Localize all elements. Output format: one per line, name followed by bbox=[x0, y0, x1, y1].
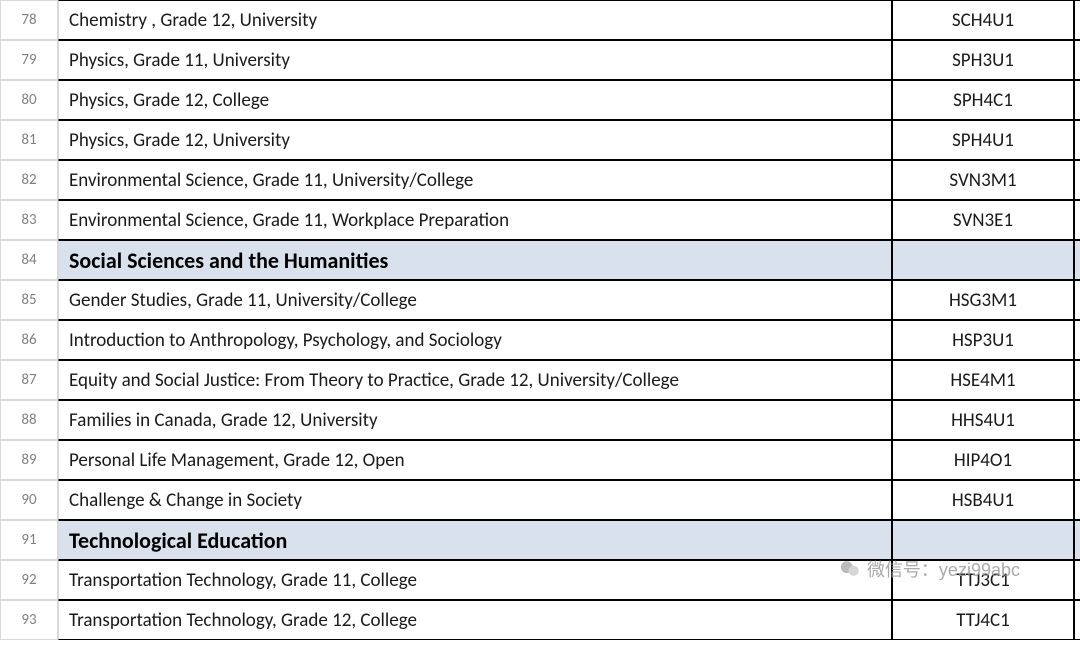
row-number: 79 bbox=[0, 40, 58, 80]
course-code-cell: SPH4U1 bbox=[892, 120, 1074, 160]
row-number: 90 bbox=[0, 480, 58, 520]
table-row: 85 Gender Studies, Grade 11, University/… bbox=[0, 280, 1080, 320]
course-name-cell: Families in Canada, Grade 12, University bbox=[58, 400, 892, 440]
row-number: 78 bbox=[0, 0, 58, 40]
table-row: 80 Physics, Grade 12, College SPH4C1 bbox=[0, 80, 1080, 120]
course-code-cell bbox=[892, 240, 1074, 280]
table-row: 82 Environmental Science, Grade 11, Univ… bbox=[0, 160, 1080, 200]
row-stub bbox=[1074, 80, 1080, 120]
course-code-cell: SVN3E1 bbox=[892, 200, 1074, 240]
row-stub bbox=[1074, 360, 1080, 400]
course-code-cell bbox=[892, 520, 1074, 560]
course-name-cell: Physics, Grade 12, College bbox=[58, 80, 892, 120]
table-row: 92 Transportation Technology, Grade 11, … bbox=[0, 560, 1080, 600]
course-name-cell: Chemistry , Grade 12, University bbox=[58, 0, 892, 40]
row-stub bbox=[1074, 440, 1080, 480]
course-code-cell: SPH4C1 bbox=[892, 80, 1074, 120]
course-name-cell: Transportation Technology, Grade 11, Col… bbox=[58, 560, 892, 600]
row-number: 84 bbox=[0, 240, 58, 280]
row-stub bbox=[1074, 200, 1080, 240]
table-row: 79 Physics, Grade 11, University SPH3U1 bbox=[0, 40, 1080, 80]
course-code-cell: HIP4O1 bbox=[892, 440, 1074, 480]
row-number: 93 bbox=[0, 600, 58, 640]
row-number: 89 bbox=[0, 440, 58, 480]
section-title: Social Sciences and the Humanities bbox=[58, 240, 892, 280]
table-row: 93 Transportation Technology, Grade 12, … bbox=[0, 600, 1080, 640]
course-name-cell: Personal Life Management, Grade 12, Open bbox=[58, 440, 892, 480]
row-number: 91 bbox=[0, 520, 58, 560]
section-header-row: 84 Social Sciences and the Humanities bbox=[0, 240, 1080, 280]
row-number: 88 bbox=[0, 400, 58, 440]
course-code-cell: HSP3U1 bbox=[892, 320, 1074, 360]
course-name-cell: Environmental Science, Grade 11, Univers… bbox=[58, 160, 892, 200]
row-stub bbox=[1074, 320, 1080, 360]
course-name-cell: Challenge & Change in Society bbox=[58, 480, 892, 520]
table-row: 83 Environmental Science, Grade 11, Work… bbox=[0, 200, 1080, 240]
course-code-cell: SCH4U1 bbox=[892, 0, 1074, 40]
row-number: 80 bbox=[0, 80, 58, 120]
course-name-cell: Environmental Science, Grade 11, Workpla… bbox=[58, 200, 892, 240]
course-table: 78 Chemistry , Grade 12, University SCH4… bbox=[0, 0, 1080, 640]
course-name-cell: Introduction to Anthropology, Psychology… bbox=[58, 320, 892, 360]
course-name-cell: Equity and Social Justice: From Theory t… bbox=[58, 360, 892, 400]
course-name-cell: Transportation Technology, Grade 12, Col… bbox=[58, 600, 892, 640]
row-number: 86 bbox=[0, 320, 58, 360]
table-row: 81 Physics, Grade 12, University SPH4U1 bbox=[0, 120, 1080, 160]
row-stub bbox=[1074, 520, 1080, 560]
table-row: 87 Equity and Social Justice: From Theor… bbox=[0, 360, 1080, 400]
course-code-cell: HSE4M1 bbox=[892, 360, 1074, 400]
row-number: 85 bbox=[0, 280, 58, 320]
section-title: Technological Education bbox=[58, 520, 892, 560]
course-code-cell: TTJ4C1 bbox=[892, 600, 1074, 640]
row-stub bbox=[1074, 280, 1080, 320]
row-stub bbox=[1074, 560, 1080, 600]
row-number: 87 bbox=[0, 360, 58, 400]
row-stub bbox=[1074, 120, 1080, 160]
row-stub bbox=[1074, 0, 1080, 40]
course-name-cell: Gender Studies, Grade 11, University/Col… bbox=[58, 280, 892, 320]
table-row: 86 Introduction to Anthropology, Psychol… bbox=[0, 320, 1080, 360]
row-stub bbox=[1074, 480, 1080, 520]
course-code-cell: HHS4U1 bbox=[892, 400, 1074, 440]
section-header-row: 91 Technological Education bbox=[0, 520, 1080, 560]
course-name-cell: Physics, Grade 11, University bbox=[58, 40, 892, 80]
course-code-cell: HSG3M1 bbox=[892, 280, 1074, 320]
row-stub bbox=[1074, 240, 1080, 280]
course-code-cell: SPH3U1 bbox=[892, 40, 1074, 80]
row-number: 83 bbox=[0, 200, 58, 240]
table-row: 88 Families in Canada, Grade 12, Univers… bbox=[0, 400, 1080, 440]
row-stub bbox=[1074, 600, 1080, 640]
row-stub bbox=[1074, 400, 1080, 440]
row-number: 81 bbox=[0, 120, 58, 160]
row-number: 92 bbox=[0, 560, 58, 600]
table-row: 90 Challenge & Change in Society HSB4U1 bbox=[0, 480, 1080, 520]
row-number: 82 bbox=[0, 160, 58, 200]
table-row: 78 Chemistry , Grade 12, University SCH4… bbox=[0, 0, 1080, 40]
row-stub bbox=[1074, 160, 1080, 200]
course-name-cell: Physics, Grade 12, University bbox=[58, 120, 892, 160]
course-code-cell: SVN3M1 bbox=[892, 160, 1074, 200]
row-stub bbox=[1074, 40, 1080, 80]
table-row: 89 Personal Life Management, Grade 12, O… bbox=[0, 440, 1080, 480]
course-code-cell: TTJ3C1 bbox=[892, 560, 1074, 600]
course-code-cell: HSB4U1 bbox=[892, 480, 1074, 520]
